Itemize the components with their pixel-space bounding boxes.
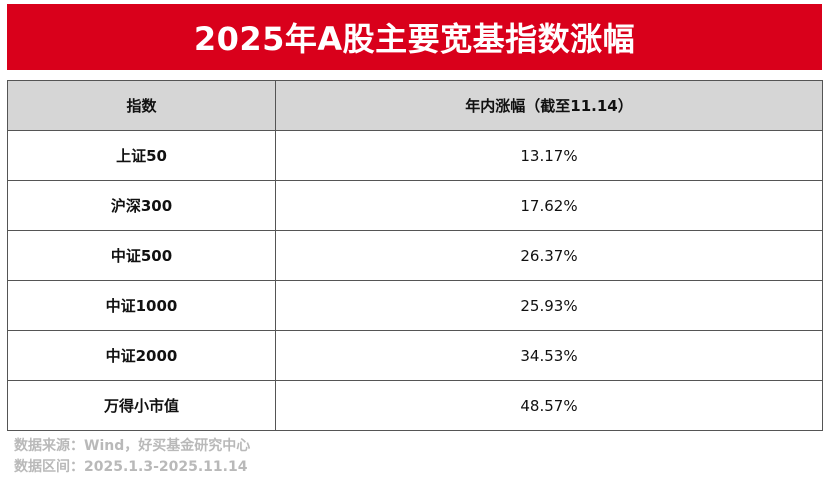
return-value-cell: 26.37% bbox=[275, 230, 823, 281]
table-header-row: 指数 年内涨幅（截至11.14） bbox=[7, 80, 823, 131]
data-source-text: 数据来源：Wind，好买基金研究中心 bbox=[14, 438, 251, 454]
return-value-cell: 25.93% bbox=[275, 280, 823, 331]
table-row: 中证1000 25.93% bbox=[7, 280, 823, 331]
return-value-cell: 34.53% bbox=[275, 330, 823, 381]
column-header-index: 指数 bbox=[7, 80, 276, 131]
source-note: 数据来源：Wind，好买基金研究中心 数据区间：2025.1.3-2025.11… bbox=[14, 436, 250, 478]
table-row: 上证50 13.17% bbox=[7, 130, 823, 181]
table-row: 万得小市值 48.57% bbox=[7, 380, 823, 431]
return-value-cell: 48.57% bbox=[275, 380, 823, 431]
index-name-cell: 中证500 bbox=[7, 230, 276, 281]
return-value-cell: 17.62% bbox=[275, 180, 823, 231]
index-name-cell: 沪深300 bbox=[7, 180, 276, 231]
return-value-cell: 13.17% bbox=[275, 130, 823, 181]
content-wrapper: 2025年A股主要宽基指数涨幅 指数 年内涨幅（截至11.14） 上证50 13… bbox=[7, 4, 823, 431]
table-row: 中证500 26.37% bbox=[7, 230, 823, 281]
index-name-cell: 上证50 bbox=[7, 130, 276, 181]
table-row: 沪深300 17.62% bbox=[7, 180, 823, 231]
page-title: 2025年A股主要宽基指数涨幅 bbox=[7, 4, 822, 70]
data-range-text: 数据区间：2025.1.3-2025.11.14 bbox=[14, 459, 248, 475]
index-name-cell: 万得小市值 bbox=[7, 380, 276, 431]
index-return-table: 指数 年内涨幅（截至11.14） 上证50 13.17% 沪深300 17.62… bbox=[7, 80, 823, 431]
index-name-cell: 中证2000 bbox=[7, 330, 276, 381]
column-header-return: 年内涨幅（截至11.14） bbox=[275, 80, 823, 131]
index-name-cell: 中证1000 bbox=[7, 280, 276, 331]
table-row: 中证2000 34.53% bbox=[7, 330, 823, 381]
